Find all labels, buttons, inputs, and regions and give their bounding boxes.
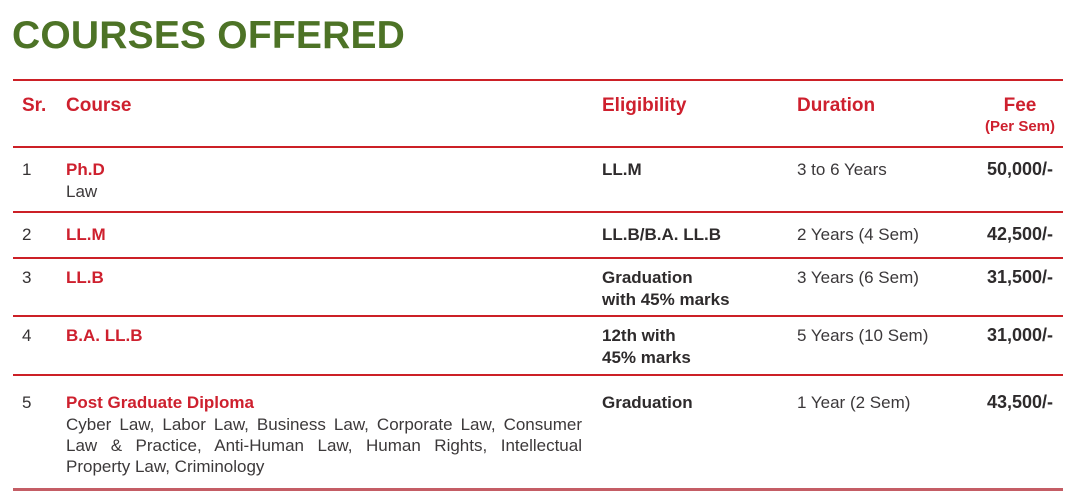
table-header-row: Sr. Course Eligibility Duration Fee (Per… xyxy=(13,81,1063,148)
header-sr: Sr. xyxy=(22,95,47,116)
header-course: Course xyxy=(66,95,132,116)
course-cell: Ph.D Law xyxy=(66,159,602,211)
table-row: 4 B.A. LL.B 12th with 45% marks 5 Years … xyxy=(13,317,1063,376)
course-cell: Post Graduate Diploma Cyber Law, Labor L… xyxy=(66,392,602,488)
eligibility-cell: 12th with 45% marks xyxy=(602,326,691,367)
course-name: Post Graduate Diploma xyxy=(66,393,254,412)
duration-cell: 3 Years (6 Sem) xyxy=(797,268,919,287)
fee-cell: 43,500/- xyxy=(986,392,1053,412)
course-cell: B.A. LL.B xyxy=(66,325,602,374)
header-fee-sublabel: (Per Sem) xyxy=(984,118,1055,135)
table-row: 2 LL.M LL.B/B.A. LL.B 2 Years (4 Sem) 42… xyxy=(13,213,1063,259)
header-fee-label: Fee xyxy=(1003,95,1037,116)
fee-cell: 31,500/- xyxy=(986,267,1053,287)
page-title: COURSES OFFERED xyxy=(12,14,406,57)
header-fee: Fee (Per Sem) xyxy=(950,95,1063,146)
fee-cell: 50,000/- xyxy=(986,159,1053,179)
duration-cell: 3 to 6 Years xyxy=(797,160,887,179)
table-row: 3 LL.B Graduation with 45% marks 3 Years… xyxy=(13,259,1063,317)
course-name: LL.M xyxy=(66,225,106,244)
row-sr: 1 xyxy=(22,160,32,179)
course-name: LL.B xyxy=(66,268,104,287)
row-sr: 3 xyxy=(22,268,32,287)
table-row: 1 Ph.D Law LL.M 3 to 6 Years 50,000/- xyxy=(13,148,1063,213)
duration-cell: 1 Year (2 Sem) xyxy=(797,393,911,412)
eligibility-cell: LL.M xyxy=(602,160,642,179)
course-name: Ph.D xyxy=(66,160,105,179)
duration-cell: 5 Years (10 Sem) xyxy=(797,326,929,345)
courses-table: Sr. Course Eligibility Duration Fee (Per… xyxy=(13,79,1063,491)
course-cell: LL.M xyxy=(66,224,602,257)
eligibility-cell: Graduation xyxy=(602,393,693,412)
course-subtext: Cyber Law, Labor Law, Business Law, Corp… xyxy=(66,415,582,476)
row-sr: 4 xyxy=(22,326,32,345)
header-eligibility: Eligibility xyxy=(602,95,687,116)
eligibility-cell: LL.B/B.A. LL.B xyxy=(602,225,721,244)
header-fee-block: Fee (Per Sem) xyxy=(985,95,1055,137)
table-row: 5 Post Graduate Diploma Cyber Law, Labor… xyxy=(13,376,1063,491)
header-duration: Duration xyxy=(797,95,876,116)
eligibility-cell: Graduation with 45% marks xyxy=(602,268,730,309)
course-subtext: Law xyxy=(66,182,98,201)
fee-cell: 31,000/- xyxy=(986,325,1053,345)
course-name: B.A. LL.B xyxy=(66,326,143,345)
row-sr: 5 xyxy=(22,393,32,412)
row-sr: 2 xyxy=(22,225,32,244)
course-cell: LL.B xyxy=(66,267,602,315)
duration-cell: 2 Years (4 Sem) xyxy=(797,225,919,244)
fee-cell: 42,500/- xyxy=(986,224,1053,244)
